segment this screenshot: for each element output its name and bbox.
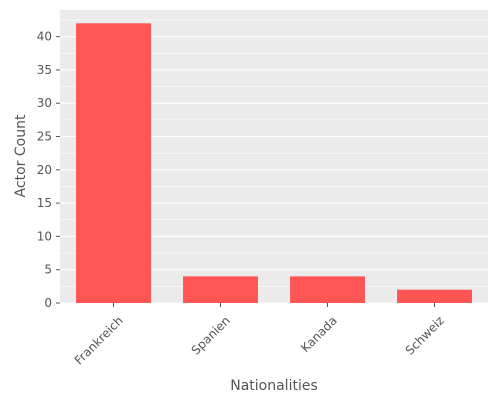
y-tick-label: 35	[37, 63, 52, 77]
bar-spanien	[183, 276, 258, 303]
y-tick-label: 20	[37, 163, 52, 177]
y-tick-label: 25	[37, 130, 52, 144]
x-axis-ticks: Frankreich Spanien Kanada Schweiz	[72, 303, 447, 368]
y-tick-label: 40	[37, 30, 52, 44]
y-axis-title: Actor Count	[13, 114, 29, 197]
x-axis-title: Nationalities	[230, 378, 318, 394]
bar-kanada	[290, 276, 365, 303]
y-tick-label: 5	[44, 263, 52, 277]
x-tick-label-schweiz: Schweiz	[403, 313, 447, 357]
bar-schweiz	[397, 289, 472, 303]
x-tick-label-kanada: Kanada	[298, 313, 340, 355]
y-tick-label: 0	[44, 296, 52, 310]
x-tick-label-frankreich: Frankreich	[72, 313, 126, 367]
bar-frankreich	[76, 23, 151, 304]
y-tick-label: 15	[37, 196, 52, 210]
y-tick-label: 30	[37, 96, 52, 110]
bars	[76, 23, 472, 304]
x-tick-label-spanien: Spanien	[189, 313, 233, 357]
y-axis-ticks: 0 5 10 15 20 25 30 35 40	[37, 30, 60, 310]
y-tick-label: 10	[37, 229, 52, 243]
